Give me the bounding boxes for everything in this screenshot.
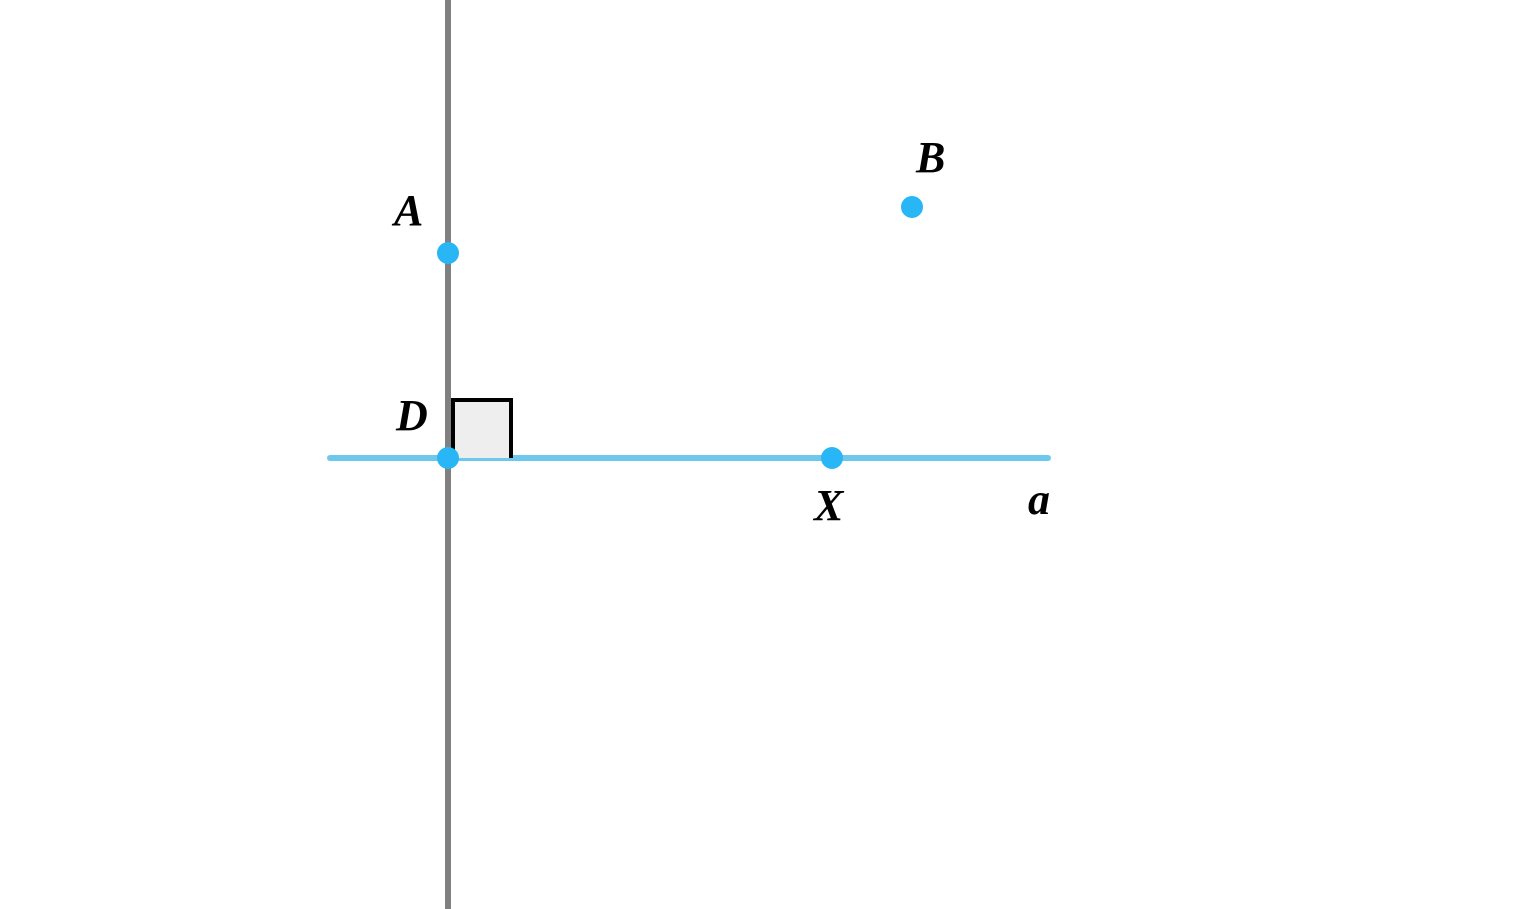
label-x: X bbox=[812, 481, 845, 530]
label-a: A bbox=[391, 186, 423, 235]
label-d: D bbox=[395, 391, 428, 440]
point-x bbox=[821, 447, 843, 469]
point-b bbox=[901, 196, 923, 218]
right-angle-marker bbox=[453, 400, 511, 458]
point-a bbox=[437, 242, 459, 264]
label-line-a: a bbox=[1028, 475, 1050, 524]
point-d bbox=[437, 447, 459, 469]
label-b: B bbox=[915, 133, 945, 182]
